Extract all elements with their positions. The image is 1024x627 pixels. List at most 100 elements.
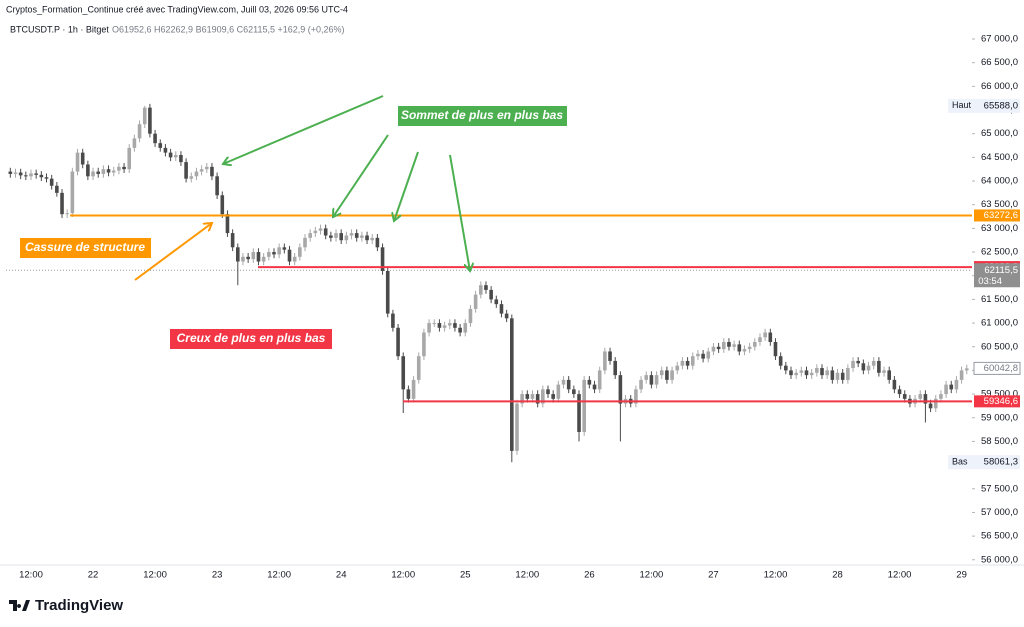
arrow — [134, 223, 212, 281]
candle-body — [60, 192, 64, 215]
candle-body — [959, 370, 964, 380]
candle-body — [830, 370, 835, 380]
candle-body — [292, 256, 297, 262]
candle-body — [287, 249, 292, 262]
candle-body — [618, 375, 623, 404]
candle-body — [732, 344, 736, 347]
y-tick-label: 65 000,0 — [981, 128, 1018, 139]
candle-body — [696, 353, 700, 357]
candle-body — [168, 152, 173, 158]
candle-body — [473, 294, 478, 309]
annotation-box — [170, 329, 332, 349]
symbol: BTCUSDT.P · 1h · Bitget — [10, 24, 109, 34]
candle-body — [944, 384, 948, 395]
candle-body — [158, 143, 163, 148]
candle-body — [639, 379, 643, 390]
candle-body — [887, 370, 892, 380]
x-tick-label: 29 — [956, 570, 967, 581]
candle-body — [354, 233, 359, 238]
candle-body — [334, 233, 338, 238]
candle-body — [566, 379, 571, 390]
x-tick-label: 12:00 — [888, 570, 912, 581]
candle-body — [499, 304, 504, 314]
y-tick-label: 59 000,0 — [981, 412, 1018, 423]
candle-body — [608, 351, 612, 361]
plot: 56 000,056 500,057 000,057 500,058 000,0… — [0, 34, 1024, 581]
candle-body — [236, 247, 240, 262]
candle-body — [230, 233, 235, 248]
candle-body — [939, 394, 943, 399]
candle-body — [478, 285, 483, 295]
candle-body — [106, 169, 111, 173]
extreme-tag — [948, 455, 1020, 470]
y-tick-label: 64 500,0 — [981, 152, 1018, 163]
candle-body — [370, 237, 375, 241]
x-tick-label: 12:00 — [764, 570, 788, 581]
y-tick-label: 56 000,0 — [981, 554, 1018, 565]
candle-body — [267, 252, 271, 257]
candle-body — [122, 166, 126, 170]
x-tick-label: 24 — [336, 570, 347, 581]
y-tick-label: 59 500,0 — [981, 389, 1018, 400]
candle-body — [329, 235, 333, 238]
brand: TradingView — [35, 597, 123, 614]
candle-body — [649, 375, 654, 385]
y-tick-label: 57 000,0 — [981, 507, 1018, 518]
x-tick-label: 23 — [212, 570, 223, 581]
candle-body — [189, 176, 194, 179]
arrow — [449, 154, 470, 271]
candle-body — [261, 256, 266, 262]
candle-body — [892, 379, 897, 390]
y-tick-label: 58 500,0 — [981, 436, 1018, 447]
candle-body — [799, 370, 804, 373]
price-tag — [974, 395, 1020, 408]
candle-body — [344, 235, 349, 241]
candle-body — [856, 360, 860, 364]
x-tick-label: 28 — [832, 570, 843, 581]
candle-body — [453, 323, 457, 328]
candle-body — [298, 247, 302, 257]
y-tick-label: 67 000,0 — [981, 34, 1018, 45]
candle-body — [484, 285, 488, 290]
candle-body — [65, 213, 69, 215]
candle-body — [215, 176, 219, 196]
x-tick-label: 12:00 — [640, 570, 664, 581]
candle-body — [882, 370, 886, 373]
candle-body — [690, 356, 695, 366]
candle-body — [794, 372, 798, 376]
candle-body — [117, 166, 121, 171]
candle-body — [318, 228, 323, 231]
candle-body — [101, 169, 106, 174]
candle-body — [670, 370, 674, 380]
candle-body — [654, 375, 659, 385]
candle-body — [241, 256, 245, 262]
candle-body — [825, 370, 829, 376]
price-tag — [974, 209, 1020, 222]
annotation-box — [398, 106, 567, 126]
candle-body — [29, 173, 33, 177]
candle-body — [468, 308, 473, 324]
candle-body — [768, 332, 773, 343]
candle-body — [546, 389, 550, 395]
candle-body — [928, 403, 933, 409]
arrow — [394, 151, 419, 221]
extreme-name: Bas — [952, 457, 968, 467]
candle-body — [380, 247, 385, 271]
candle-body — [551, 394, 555, 399]
candle-body — [308, 233, 312, 238]
candle-body — [432, 323, 437, 325]
candle-body — [778, 356, 783, 366]
x-tick-label: 12:00 — [267, 570, 291, 581]
candle-body — [360, 235, 364, 238]
candle-body — [427, 323, 431, 333]
candle-body — [396, 327, 400, 357]
candle-body — [39, 174, 44, 178]
candle-body — [401, 356, 406, 390]
candle-body — [349, 233, 354, 236]
candle-body — [199, 169, 204, 172]
credit: Cryptos_Formation_Continue créé avec Tra… — [6, 4, 348, 14]
candle-body — [24, 175, 28, 177]
extreme-name: Haut — [952, 100, 972, 110]
candle-body — [851, 360, 855, 369]
